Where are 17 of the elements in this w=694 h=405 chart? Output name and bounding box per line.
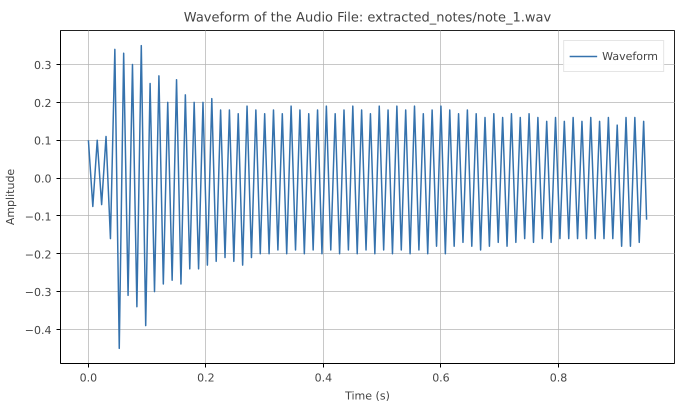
x-tick-label: 0.4: [314, 372, 332, 384]
y-tick-label: −0.3: [24, 286, 52, 300]
x-tick-label: 0.8: [550, 372, 568, 384]
y-tick-label: −0.4: [24, 324, 52, 337]
y-tick-label: 0.2: [34, 96, 52, 110]
y-axis-title: Amplitude: [4, 168, 17, 226]
x-tick-label: 0.2: [197, 372, 215, 384]
x-tick-label: 0.6: [432, 372, 450, 384]
y-tick-label: −0.2: [24, 248, 52, 262]
y-tick-label: 0.0: [34, 172, 52, 186]
x-axis-title: Time (s): [344, 390, 390, 402]
y-tick-label: −0.1: [24, 210, 52, 224]
x-tick-label: 0.0: [80, 372, 98, 384]
chart-title: Waveform of the Audio File: extracted_notes/note_1.wav: [184, 10, 552, 26]
y-tick-label: 0.1: [34, 134, 52, 148]
y-tick-label: 0.3: [34, 59, 52, 72]
legend-label: Waveform: [602, 50, 658, 62]
